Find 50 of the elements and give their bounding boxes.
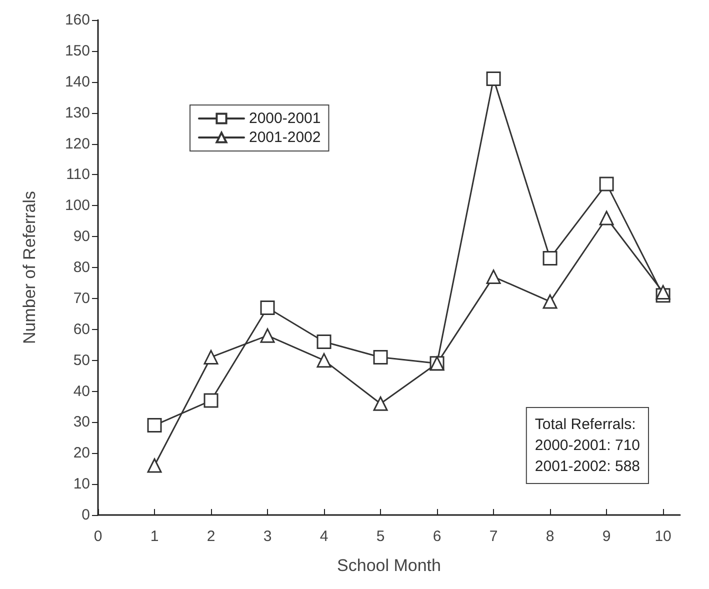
y-tick-label: 130: [64, 104, 90, 122]
y-tick-label: 60: [73, 320, 90, 338]
y-tick-label: 150: [64, 42, 90, 60]
y-tick-label: 160: [64, 12, 90, 28]
point: [656, 285, 670, 300]
point: [542, 250, 558, 266]
x-axis-title: School Month: [337, 556, 441, 575]
point: [147, 418, 162, 433]
point: [486, 72, 501, 86]
x-tick-label: 8: [546, 528, 554, 545]
point: [373, 350, 388, 364]
x-tick-label: 2: [206, 528, 216, 545]
legend-label: 2001-2002: [249, 129, 321, 146]
x-tick-label: 6: [432, 528, 442, 545]
y-tick-label: 100: [64, 197, 90, 214]
point: [542, 294, 558, 309]
y-tick-label: 50: [73, 352, 90, 369]
y-tick-label: 40: [73, 382, 90, 400]
x-tick-label: 10: [654, 528, 672, 545]
y-tick-label: 90: [73, 228, 90, 246]
x-tick-label: 7: [489, 528, 498, 545]
y-tick-label: 120: [64, 135, 90, 152]
x-tick-label: 0: [94, 528, 102, 545]
point: [373, 396, 388, 411]
y-tick-label: 70: [73, 290, 90, 307]
y-tick-label: 30: [73, 414, 90, 431]
point: [486, 270, 501, 284]
legend-label: 2000-2001: [249, 110, 321, 127]
point: [204, 393, 218, 408]
x-tick-label: 9: [602, 528, 611, 545]
point: [599, 210, 614, 226]
point: [147, 458, 162, 473]
point: [316, 353, 332, 368]
point: [599, 176, 614, 192]
y-tick-label: 110: [66, 166, 90, 184]
x-tick-label: 3: [263, 528, 272, 545]
y-tick-label: 20: [73, 444, 90, 462]
x-tick-label: 5: [376, 528, 385, 545]
y-tick-label: 0: [82, 506, 90, 524]
y-axis-title: Number of Referrals: [20, 190, 39, 344]
y-tick-label: 10: [73, 476, 90, 493]
annotation: Total Referrals: 2000-2001: 710 2001-2002: 588: [534, 416, 640, 475]
y-tick-label: 140: [64, 73, 90, 90]
x-tick-label: 1: [150, 528, 159, 545]
x-tick-label: 4: [320, 528, 328, 545]
point: [204, 350, 218, 364]
point: [316, 334, 332, 349]
point: [260, 328, 275, 343]
point: [260, 300, 275, 315]
y-tick-label: 80: [73, 259, 90, 276]
